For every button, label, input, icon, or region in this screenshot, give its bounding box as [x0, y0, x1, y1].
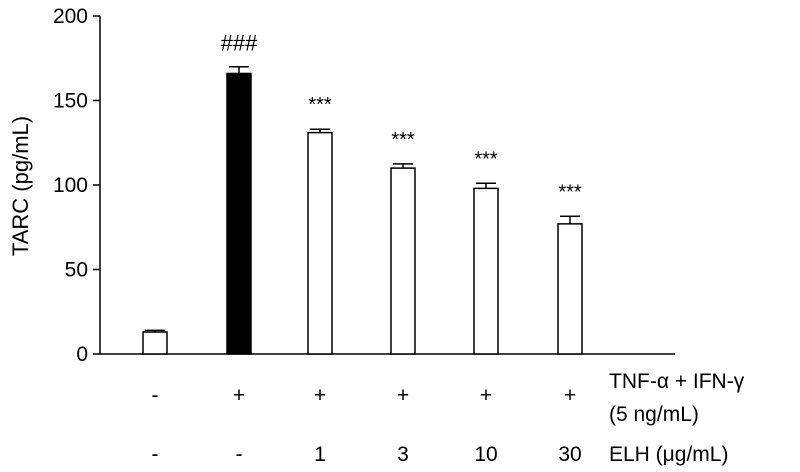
elh-dose: 10 [474, 443, 497, 466]
elh-dose: - [152, 443, 159, 466]
y-axis-title: TARC (pg/mL) [8, 116, 33, 256]
elh-dose: 1 [314, 443, 326, 466]
significance-label: *** [474, 148, 498, 170]
tnf-ifn-concentration-label: (5 ng/mL) [609, 403, 699, 426]
significance-label: *** [558, 181, 582, 203]
y-tick-label: 100 [53, 174, 88, 197]
bar [142, 331, 168, 355]
y-tick-label: 50 [65, 259, 88, 282]
significance-label: *** [308, 94, 332, 116]
significance-annotations: ### *** *** *** *** [221, 31, 582, 204]
tnf-ifn-sign: + [314, 384, 326, 407]
bar [307, 131, 333, 355]
error-bars [145, 65, 580, 333]
bar [473, 187, 499, 355]
y-axis: 0 50 100 150 200 [53, 5, 101, 366]
tnf-ifn-sign: + [397, 384, 409, 407]
elh-dose: 3 [397, 443, 409, 466]
y-tick-label: 200 [53, 5, 88, 28]
bar [390, 167, 416, 355]
significance-label: ### [221, 31, 258, 56]
tnf-ifn-sign: + [233, 384, 245, 407]
y-tick-label: 150 [53, 90, 88, 113]
bar [557, 223, 583, 355]
y-tick-label: 0 [76, 343, 88, 366]
treatment-rows: - - + - +1 +3 +10 +30 TNF-α + IFN-γ (5 ng/mL) ELH … [152, 370, 745, 466]
significance-label: *** [391, 129, 415, 151]
tnf-ifn-row-label: TNF-α + IFN-γ [609, 370, 745, 393]
tnf-ifn-sign: - [152, 384, 159, 407]
elh-dose: 30 [558, 443, 581, 466]
elh-dose: - [236, 443, 243, 466]
bars [142, 72, 583, 355]
tnf-ifn-sign: + [564, 384, 576, 407]
elh-row-label: ELH (μg/mL) [609, 443, 728, 466]
tnf-ifn-sign: + [480, 384, 492, 407]
bar [226, 72, 252, 355]
